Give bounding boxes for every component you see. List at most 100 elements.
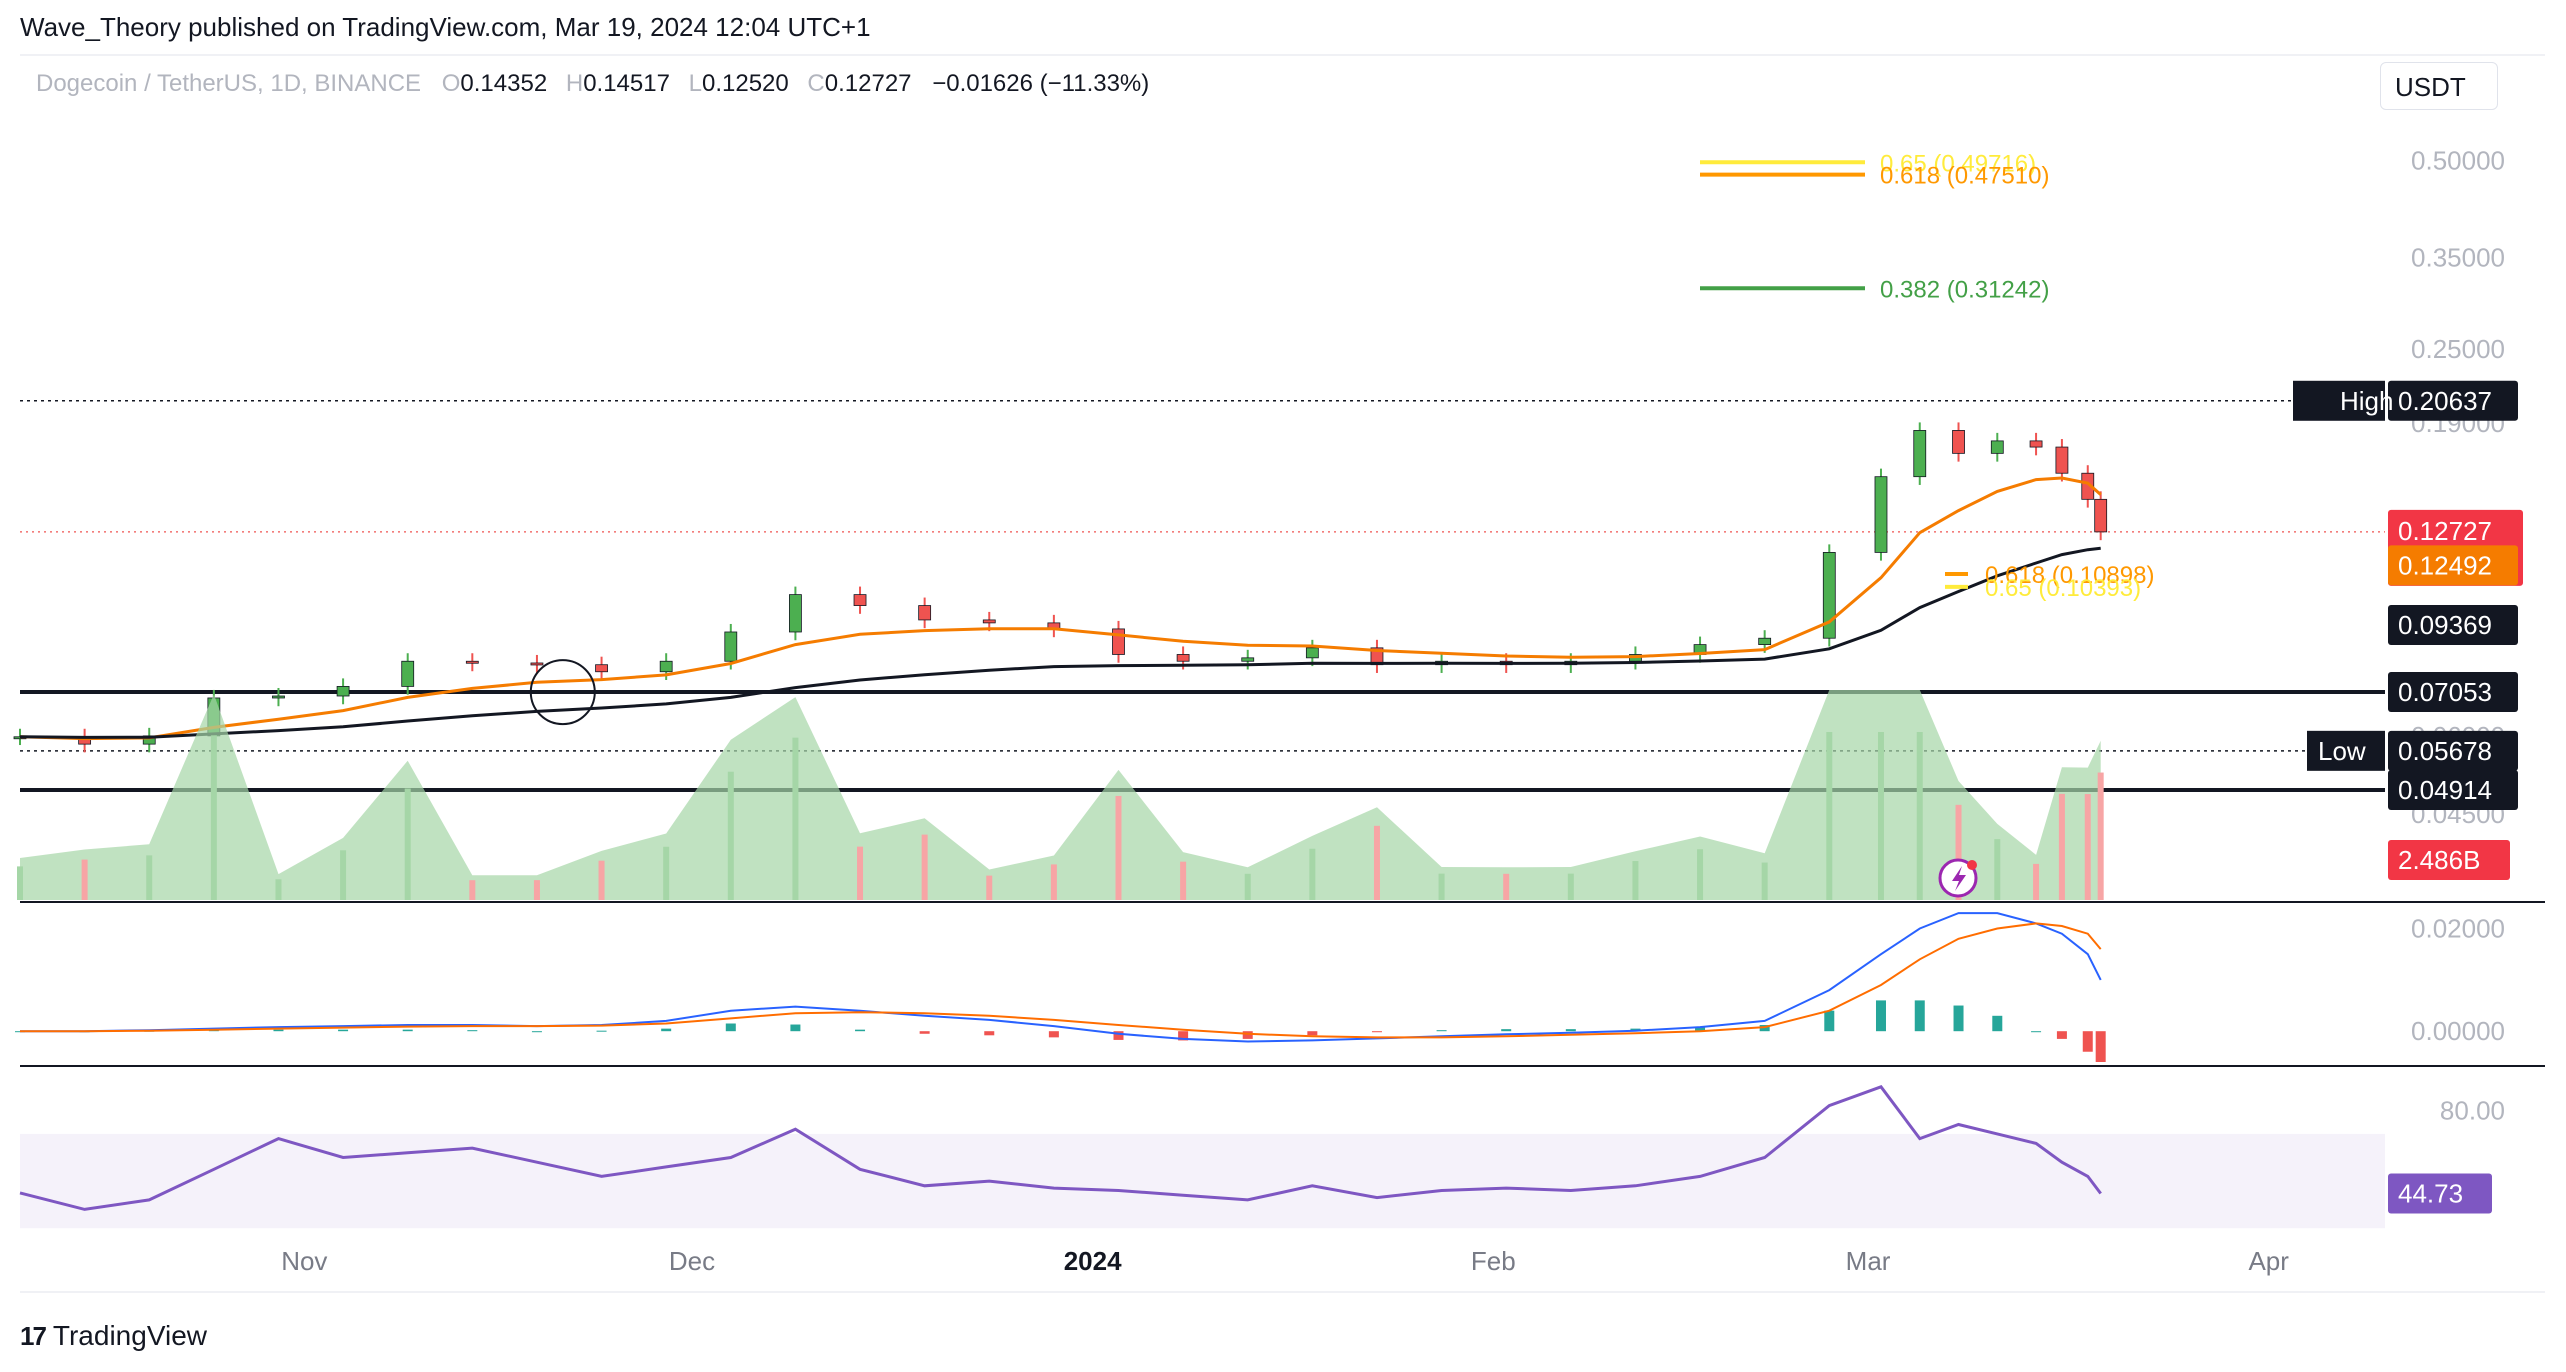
ema-slow-tag-bg bbox=[2388, 604, 2518, 645]
macd-histogram-bar bbox=[1875, 1000, 1886, 1032]
macd-histogram-bar bbox=[1953, 1005, 1964, 1032]
currency-selector[interactable]: USDT bbox=[2380, 62, 2498, 110]
macd-histogram-bar bbox=[1759, 1025, 1770, 1032]
lightning-icon[interactable] bbox=[1938, 858, 1978, 898]
rsi-axis-label: 80.00 bbox=[2440, 1095, 2505, 1125]
price-axis-label: 0.35000 bbox=[2411, 242, 2505, 272]
high-label: High bbox=[2340, 386, 2393, 416]
volume-bar bbox=[986, 875, 993, 900]
ema-slow-line bbox=[19, 546, 2101, 739]
time-axis-label: 2024 bbox=[1064, 1246, 1122, 1276]
time-axis-label: Dec bbox=[669, 1246, 715, 1276]
axis-layer: 0.500000.350000.250000.190000.060000.045… bbox=[20, 54, 2545, 1293]
volume-bar bbox=[2033, 863, 2040, 900]
change-value: −0.01626 (−11.33%) bbox=[932, 70, 1150, 97]
fib-level-label: 0.618 (0.47510) bbox=[1880, 163, 2049, 190]
candle-down bbox=[1952, 430, 1965, 454]
annotation-circle bbox=[529, 659, 596, 726]
level-price-tag-text: 0.04914 bbox=[2398, 775, 2492, 805]
macd-histogram-bar bbox=[1436, 1030, 1447, 1032]
macd-histogram-bar bbox=[1914, 1000, 1925, 1032]
low-price-tag-text: 0.05678 bbox=[2398, 736, 2492, 766]
volume-bar bbox=[533, 880, 540, 900]
macd-histogram-bar bbox=[1501, 1029, 1512, 1032]
time-axis-label: Mar bbox=[1846, 1246, 1891, 1276]
macd-histogram-bar bbox=[919, 1031, 930, 1034]
volume-bar bbox=[1180, 861, 1187, 900]
volume-bar bbox=[921, 834, 928, 900]
candle-up bbox=[272, 695, 285, 699]
volume-bar bbox=[1050, 864, 1057, 900]
high-price-tag: 0.20637 bbox=[2388, 380, 2518, 421]
time-axis-label: Nov bbox=[281, 1246, 327, 1276]
volume-bar bbox=[1309, 848, 1316, 900]
volume-bar bbox=[469, 880, 476, 900]
candle-up bbox=[724, 631, 738, 662]
candle-up bbox=[789, 594, 802, 633]
macd-histogram-bar bbox=[1371, 1031, 1382, 1033]
macd-histogram-bar bbox=[467, 1030, 478, 1032]
volume-bar bbox=[1632, 861, 1639, 900]
time-axis-label: Feb bbox=[1471, 1246, 1516, 1276]
macd-histogram-bar bbox=[1992, 1015, 2003, 1032]
candle-down bbox=[918, 605, 932, 621]
volume-bar bbox=[1916, 732, 1923, 900]
open-label: O bbox=[441, 70, 461, 97]
volume-tag-text: 2.486B bbox=[2398, 845, 2480, 875]
price-pane bbox=[13, 160, 2385, 793]
volume-bar bbox=[404, 788, 411, 900]
macd-histogram-bar bbox=[1565, 1029, 1576, 1032]
macd-histogram-bar bbox=[1113, 1031, 1124, 1040]
tradingview-logo[interactable]: 17 TradingView bbox=[20, 1320, 207, 1352]
macd-histogram-bar bbox=[1242, 1031, 1253, 1039]
candle-up bbox=[1874, 476, 1888, 553]
macd-histogram-bar bbox=[2095, 1031, 2106, 1062]
rsi-line bbox=[19, 1085, 2102, 1211]
candle-down bbox=[1112, 628, 1125, 655]
candle-up bbox=[1758, 637, 1772, 646]
rsi-value-tag: 44.73 bbox=[2388, 1173, 2492, 1214]
symbol-name[interactable]: Dogecoin / TetherUS, 1D, BINANCE bbox=[36, 70, 422, 97]
macd-histogram-bar bbox=[2056, 1031, 2067, 1039]
low-label: L bbox=[688, 70, 702, 97]
candle-up bbox=[1990, 440, 2004, 454]
volume-bar bbox=[1438, 873, 1445, 900]
candle-up bbox=[1913, 430, 1927, 478]
volume-area bbox=[20, 690, 2101, 900]
ema-fast-tag-text: 0.12492 bbox=[2398, 550, 2492, 580]
candle-down bbox=[530, 662, 544, 666]
low-price-tag: 0.05678 bbox=[2388, 730, 2518, 771]
macd-histogram-bar bbox=[661, 1028, 672, 1032]
macd-histogram-bar bbox=[1307, 1031, 1318, 1036]
candle-down bbox=[595, 664, 608, 673]
macd-axis-label: 0.00000 bbox=[2411, 1016, 2505, 1046]
macd-histogram-bar bbox=[402, 1029, 413, 1032]
candle-down bbox=[2029, 440, 2043, 448]
volume-bar bbox=[2058, 793, 2065, 900]
ema-fast-line bbox=[19, 476, 2102, 741]
macd-histogram-bar bbox=[1048, 1031, 1059, 1038]
candle-up bbox=[336, 686, 350, 697]
macd-axis-label: 0.02000 bbox=[2411, 914, 2505, 944]
candle-down bbox=[853, 594, 867, 606]
volume-bar bbox=[1244, 873, 1251, 900]
macd-histogram-bar bbox=[1178, 1031, 1189, 1041]
rsi-pane bbox=[19, 1085, 2385, 1229]
volume-bar bbox=[598, 860, 605, 900]
volume-bar bbox=[1567, 873, 1574, 900]
candle-down bbox=[2055, 446, 2069, 474]
price-axis-label: 0.50000 bbox=[2411, 146, 2505, 176]
fib-level-label: 0.65 (0.10393) bbox=[1985, 575, 2141, 602]
volume-bar bbox=[340, 850, 347, 900]
publisher-credit: Wave_Theory published on TradingView.com… bbox=[20, 12, 871, 42]
high-label: H bbox=[565, 70, 584, 97]
symbol-ohlc-legend: Dogecoin / TetherUS, 1D, BINANCE O0.1435… bbox=[36, 70, 1149, 98]
volume-bar bbox=[857, 846, 864, 900]
candle-down bbox=[982, 619, 996, 624]
label-layer: 0.65 (0.49716)0.618 (0.47510) 0.382 (0.31… bbox=[1880, 150, 2523, 1214]
macd-histogram-bar bbox=[1695, 1027, 1706, 1032]
macd-histogram-bar bbox=[2031, 1031, 2042, 1033]
volume-bar bbox=[2097, 772, 2104, 900]
macd-histogram-bar bbox=[1824, 1010, 1835, 1032]
